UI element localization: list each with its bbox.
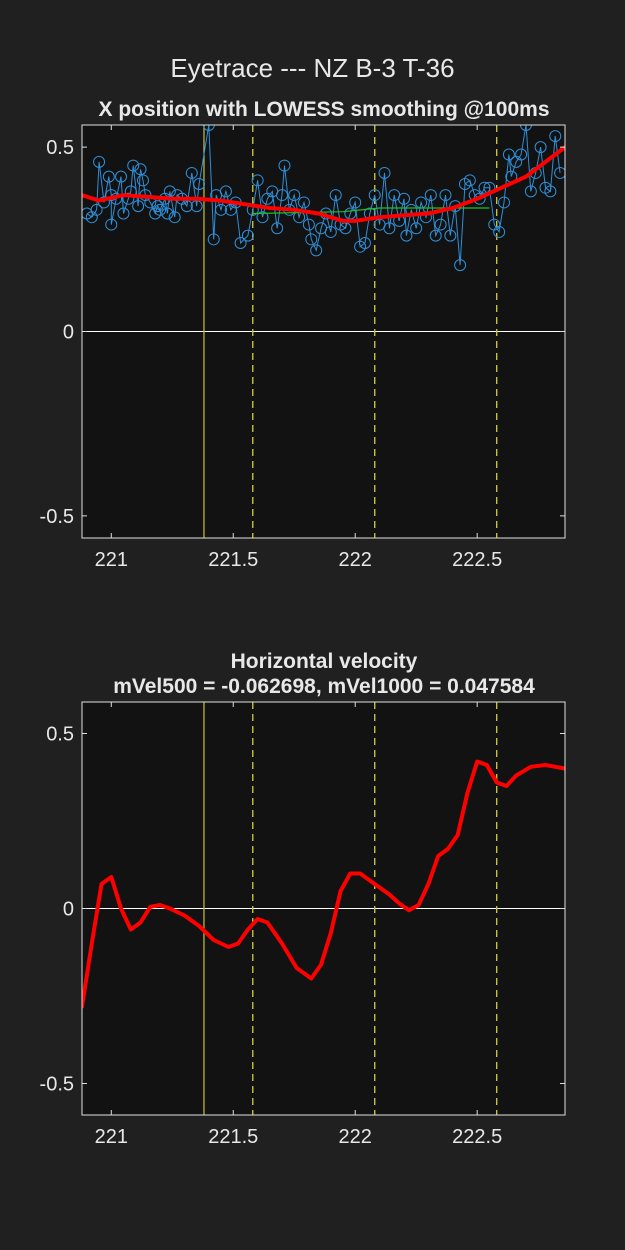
raw-sample-point bbox=[515, 148, 528, 161]
raw-sample-point bbox=[544, 185, 557, 198]
plot-content bbox=[82, 125, 565, 538]
raw-sample-point bbox=[234, 237, 247, 249]
raw-sample-point bbox=[324, 225, 337, 238]
raw-sample-point bbox=[444, 229, 457, 242]
raw-sample-point bbox=[154, 203, 167, 216]
raw-sample-point bbox=[122, 192, 135, 205]
raw-sample-point bbox=[554, 166, 565, 179]
raw-sample-point bbox=[498, 196, 511, 209]
raw-sample-point bbox=[136, 174, 149, 187]
x-tick-label: 221.5 bbox=[208, 549, 258, 571]
position-chart: -0.5 0 0.5 221 221.5 222 222.5 bbox=[40, 124, 566, 571]
raw-sample-point bbox=[549, 130, 562, 143]
raw-sample-point bbox=[383, 222, 396, 235]
raw-sample-point bbox=[105, 218, 118, 231]
velocity-chart-subtitle: mVel500 = -0.062698, mVel1000 = 0.047584 bbox=[113, 675, 535, 698]
raw-sample-point bbox=[132, 200, 145, 213]
x-tick-label: 221.5 bbox=[208, 1126, 258, 1148]
raw-sample-point bbox=[117, 207, 130, 220]
raw-sample-point bbox=[519, 125, 532, 131]
raw-sample-point bbox=[410, 222, 423, 235]
raw-sample-point bbox=[310, 244, 323, 257]
y-tick-label: 0.5 bbox=[46, 724, 74, 746]
raw-sample-point bbox=[134, 163, 147, 176]
raw-sample-point bbox=[168, 211, 181, 224]
x-tick-label: 222 bbox=[339, 1126, 372, 1148]
raw-sample-point bbox=[251, 174, 264, 187]
raw-sample-point bbox=[439, 189, 452, 202]
y-tick-label: 0 bbox=[63, 899, 74, 921]
raw-sample-point bbox=[127, 159, 140, 172]
raw-sample-point bbox=[378, 166, 391, 179]
raw-sample-point bbox=[329, 189, 342, 202]
raw-sample-point bbox=[102, 170, 115, 183]
figure-title: Eyetrace --- NZ B-3 T-36 bbox=[170, 53, 454, 83]
raw-sample-point bbox=[534, 141, 547, 154]
position-chart-title: X position with LOWESS smoothing @100ms bbox=[98, 98, 549, 121]
lowess-smoothed-line bbox=[82, 145, 565, 223]
plot-content bbox=[82, 702, 565, 1115]
raw-sample-point bbox=[400, 229, 413, 242]
raw-sample-point bbox=[478, 181, 491, 194]
raw-sample-point bbox=[161, 207, 174, 220]
y-tick-label: 0 bbox=[63, 322, 74, 344]
raw-sample-point bbox=[398, 192, 410, 205]
raw-sample-point bbox=[278, 159, 291, 172]
raw-sample-point bbox=[493, 225, 506, 238]
y-tick-label: -0.5 bbox=[40, 506, 74, 528]
y-tick-label: -0.5 bbox=[40, 1074, 74, 1096]
raw-sample-point bbox=[215, 203, 228, 216]
fixation-segment-line bbox=[252, 207, 490, 215]
x-tick-label: 222.5 bbox=[452, 1126, 502, 1148]
raw-sample-point bbox=[429, 229, 442, 242]
raw-sample-point bbox=[185, 166, 198, 179]
raw-sample-point bbox=[288, 189, 301, 202]
raw-sample-point bbox=[302, 218, 315, 231]
raw-sample-point bbox=[207, 233, 220, 246]
raw-sample-point bbox=[202, 125, 215, 131]
x-tick-label: 222.5 bbox=[452, 549, 502, 571]
raw-sample-point bbox=[349, 196, 362, 209]
raw-sample-point bbox=[297, 196, 310, 209]
raw-sample-point bbox=[151, 200, 164, 213]
raw-sample-point bbox=[358, 237, 371, 249]
velocity-line bbox=[82, 759, 565, 1009]
raw-sample-point bbox=[368, 189, 381, 202]
raw-sample-point bbox=[256, 211, 269, 224]
x-tick-label: 222 bbox=[339, 549, 372, 571]
raw-sample-point bbox=[93, 155, 106, 168]
raw-sample-point bbox=[241, 229, 254, 242]
raw-sample-point bbox=[305, 233, 318, 246]
raw-sample-point bbox=[434, 218, 447, 231]
raw-sample-point bbox=[271, 222, 284, 235]
raw-sample-point bbox=[276, 189, 289, 202]
x-tick-label: 221 bbox=[95, 549, 128, 571]
velocity-chart-title: Horizontal velocity bbox=[231, 650, 418, 673]
raw-sample-point bbox=[454, 259, 467, 272]
raw-sample-point bbox=[193, 178, 206, 190]
x-tick-label: 221 bbox=[95, 1126, 128, 1148]
raw-sample-point bbox=[90, 203, 103, 216]
raw-sample-point bbox=[115, 170, 128, 183]
raw-sample-point bbox=[524, 185, 537, 198]
raw-sample-point bbox=[502, 148, 515, 161]
raw-sample-point bbox=[424, 189, 437, 202]
raw-sample-point bbox=[463, 174, 476, 187]
y-tick-label: 0.5 bbox=[46, 137, 74, 159]
raw-sample-point bbox=[219, 185, 232, 198]
velocity-chart: -0.5 0 0.5 221 221.5 222 222.5 bbox=[40, 701, 566, 1148]
